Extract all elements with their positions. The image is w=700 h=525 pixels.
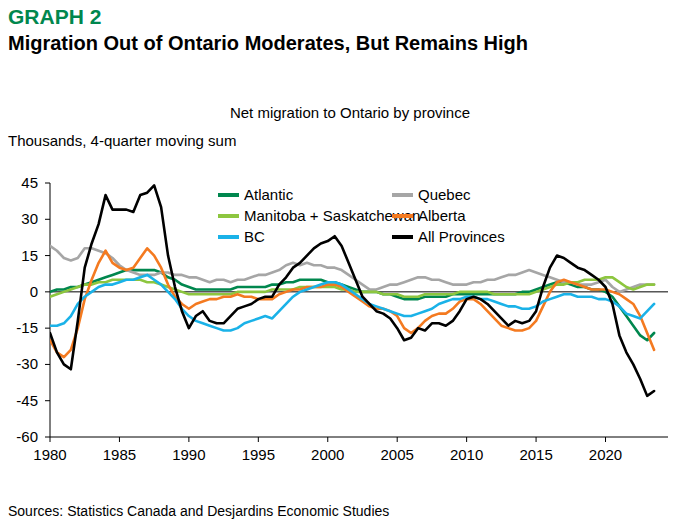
series-line: [50, 275, 654, 331]
legend-swatch: [392, 235, 413, 239]
x-tick-label: 1995: [242, 446, 275, 463]
x-tick-label: 1990: [172, 446, 205, 463]
y-tick-label: 45: [21, 174, 38, 191]
legend-swatch: [218, 193, 239, 197]
x-tick-label: 2020: [589, 446, 622, 463]
legend-label: All Provinces: [418, 228, 505, 245]
legend-label: Atlantic: [244, 186, 294, 203]
subtitle: Net migration to Ontario by province: [230, 104, 470, 121]
y-tick: [45, 400, 50, 401]
legend-swatch: [218, 235, 239, 239]
legend-label: BC: [244, 228, 265, 245]
y-tick: [45, 255, 50, 256]
source: Sources: Statistics Canada and Desjardin…: [8, 503, 389, 519]
legend-swatch: [392, 193, 413, 197]
x-tick-label: 1980: [33, 446, 66, 463]
y-axis: -60 -45 -30 -15 0 15 30 45: [16, 174, 668, 445]
x-tick: [327, 437, 328, 442]
legend-label: Manitoba + Saskatchewan: [244, 207, 420, 224]
y-tick: [45, 183, 50, 184]
x-tick-label: 2000: [311, 446, 344, 463]
x-tick: [50, 437, 51, 442]
legend-label: Quebec: [418, 186, 471, 203]
legend-swatch: [218, 214, 239, 218]
y-tick-label: 30: [21, 210, 38, 227]
y-tick: [45, 437, 50, 438]
y-tick-label: 15: [21, 247, 38, 264]
y-tick: [45, 291, 50, 292]
y-tick: [45, 364, 50, 365]
x-axis: 1980 1985 1990 1995 2000 2005 2010 2015 2020: [33, 437, 668, 463]
x-tick-label: 2005: [381, 446, 414, 463]
legend-label: Alberta: [418, 207, 466, 224]
y-axis-label: Thousands, 4-quarter moving sum: [8, 132, 236, 149]
x-tick: [258, 437, 259, 442]
x-tick-label: 1985: [103, 446, 136, 463]
x-tick: [119, 437, 120, 442]
y-tick: [45, 328, 50, 329]
series-line: [50, 185, 654, 395]
x-tick-label: 2010: [450, 446, 483, 463]
y-tick-label: -15: [16, 319, 38, 336]
x-tick: [188, 437, 189, 442]
title: Migration Out of Ontario Moderates, But …: [8, 32, 528, 54]
series-line: [50, 248, 654, 357]
x-tick: [605, 437, 606, 442]
y-tick-label: -60: [16, 428, 38, 445]
y-tick: [45, 219, 50, 220]
x-axis-line: [50, 437, 668, 438]
supertitle: GRAPH 2: [8, 5, 101, 28]
y-tick-label: -45: [16, 392, 38, 409]
x-tick: [536, 437, 537, 442]
x-tick: [466, 437, 467, 442]
x-tick: [397, 437, 398, 442]
y-tick-label: 0: [30, 283, 38, 300]
y-tick-label: -30: [16, 355, 38, 372]
series-lines: [50, 185, 654, 395]
legend: Atlantic Quebec Manitoba + SaskatchewanAlb…: [218, 186, 505, 245]
legend-swatch: [392, 214, 413, 218]
y-axis-line: [50, 183, 51, 437]
x-tick-label: 2015: [519, 446, 552, 463]
chart: GRAPH 2 Migration Out of Ontario Moderate…: [0, 0, 700, 525]
